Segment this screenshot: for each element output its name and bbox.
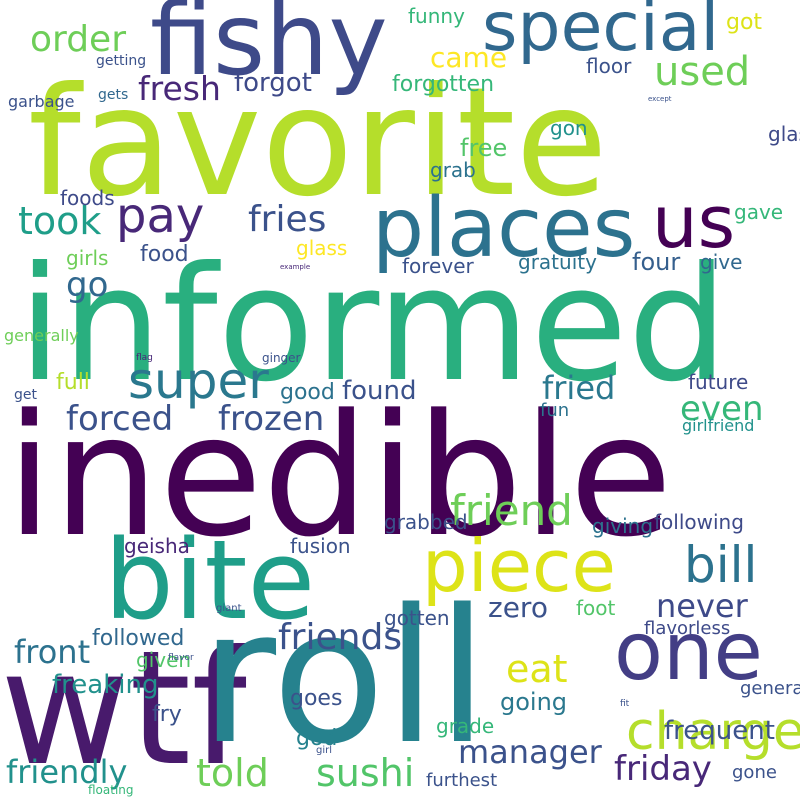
word-bill: bill: [684, 536, 758, 594]
word-special: special: [482, 0, 720, 67]
word-fries: fries: [248, 199, 327, 240]
word-gratuity: gratuity: [518, 250, 597, 274]
word-give: give: [700, 250, 743, 274]
word-roll: roll: [200, 569, 488, 785]
word-forever: forever: [402, 254, 474, 278]
word-fun: fun: [540, 400, 570, 421]
word-one: one: [614, 605, 763, 698]
word-flavor: flavor: [168, 653, 194, 663]
word-foot: foot: [576, 596, 616, 620]
word-forgot: forgot: [234, 68, 312, 98]
word-grade: grade: [436, 714, 495, 738]
word-forgotten: forgotten: [392, 72, 495, 97]
word-fusion: fusion: [290, 534, 351, 558]
word-fishy: fishy: [150, 0, 388, 98]
word-floor: floor: [586, 54, 632, 78]
word-zero: zero: [488, 591, 548, 624]
word-gave: gave: [734, 200, 784, 224]
word-floating: floating: [88, 783, 134, 797]
word-flavorless: flavorless: [644, 618, 731, 639]
word-fit: fit: [620, 699, 630, 709]
word-free: free: [460, 134, 508, 162]
word-used: used: [654, 49, 751, 95]
word-found: found: [342, 376, 417, 406]
word-told: told: [196, 751, 269, 795]
word-furthest: furthest: [426, 770, 498, 791]
word-places: places: [372, 181, 636, 276]
word-general: general: [740, 678, 800, 699]
word-fried: fried: [542, 369, 616, 407]
word-go: go: [66, 265, 109, 305]
word-girls: girls: [66, 246, 109, 270]
word-foods: foods: [60, 186, 115, 210]
word-friend: friend: [450, 486, 573, 535]
word-pay: pay: [116, 188, 205, 244]
word-except: except: [648, 95, 672, 103]
word-forced: forced: [66, 399, 174, 439]
word-goes: goes: [290, 686, 343, 711]
word-piece: piece: [422, 524, 616, 608]
word-gotten: gotten: [384, 606, 450, 630]
word-get: get: [14, 387, 37, 403]
word-friends: friends: [278, 617, 403, 658]
word-us: us: [652, 180, 736, 264]
word-front: front: [14, 633, 91, 671]
word-girl: girl: [316, 745, 333, 756]
word-got: got: [726, 10, 763, 35]
word-four: four: [632, 248, 681, 276]
word-going: going: [500, 688, 568, 716]
word-followed: followed: [92, 626, 185, 651]
word-eat: eat: [506, 647, 568, 691]
word-even: even: [680, 389, 764, 429]
word-example: example: [280, 263, 311, 271]
word-funny: funny: [408, 4, 465, 28]
word-bite: bite: [104, 516, 316, 644]
word-full: full: [56, 370, 90, 395]
word-never: never: [656, 587, 748, 625]
word-sushi: sushi: [316, 751, 415, 795]
word-super: super: [128, 352, 269, 410]
word-giant: giant: [216, 603, 242, 614]
word-gon: gon: [550, 116, 588, 140]
word-freaking: freaking: [52, 670, 159, 700]
word-glasses: glasses: [768, 122, 800, 146]
word-following: following: [654, 510, 744, 534]
word-frequent: frequent: [664, 716, 775, 746]
word-girlfriend: girlfriend: [682, 416, 755, 435]
word-ginger: ginger: [262, 351, 301, 365]
word-future: future: [688, 370, 749, 394]
word-frozen: frozen: [218, 399, 325, 439]
word-grabbed: grabbed: [384, 510, 468, 534]
word-grab: grab: [430, 158, 476, 182]
word-good: good: [280, 380, 335, 405]
word-garbage: garbage: [8, 92, 75, 111]
word-fry: fry: [152, 702, 182, 727]
word-god: god: [296, 726, 338, 751]
word-came: came: [430, 41, 508, 74]
word-getting: getting: [96, 53, 147, 69]
word-wtf: wtf: [0, 617, 247, 800]
word-given: given: [136, 648, 192, 672]
word-friday: friday: [614, 749, 712, 789]
word-friendly: friendly: [6, 753, 128, 791]
word-inedible: inedible: [6, 378, 673, 574]
word-flag: flag: [136, 353, 153, 363]
word-charge: charge: [626, 702, 800, 762]
word-glass: glass: [296, 236, 348, 260]
word-favorite: favorite: [28, 56, 608, 230]
word-giving: giving: [592, 514, 654, 538]
word-gone: gone: [732, 762, 777, 783]
word-generally: generally: [4, 326, 79, 345]
word-gets: gets: [98, 87, 129, 103]
word-fresh: fresh: [138, 69, 221, 108]
word-manager: manager: [458, 733, 602, 771]
word-food: food: [140, 242, 189, 267]
word-informed: informed: [18, 233, 728, 417]
word-geisha: geisha: [124, 534, 190, 558]
word-order: order: [30, 19, 126, 60]
word-took: took: [18, 199, 102, 243]
